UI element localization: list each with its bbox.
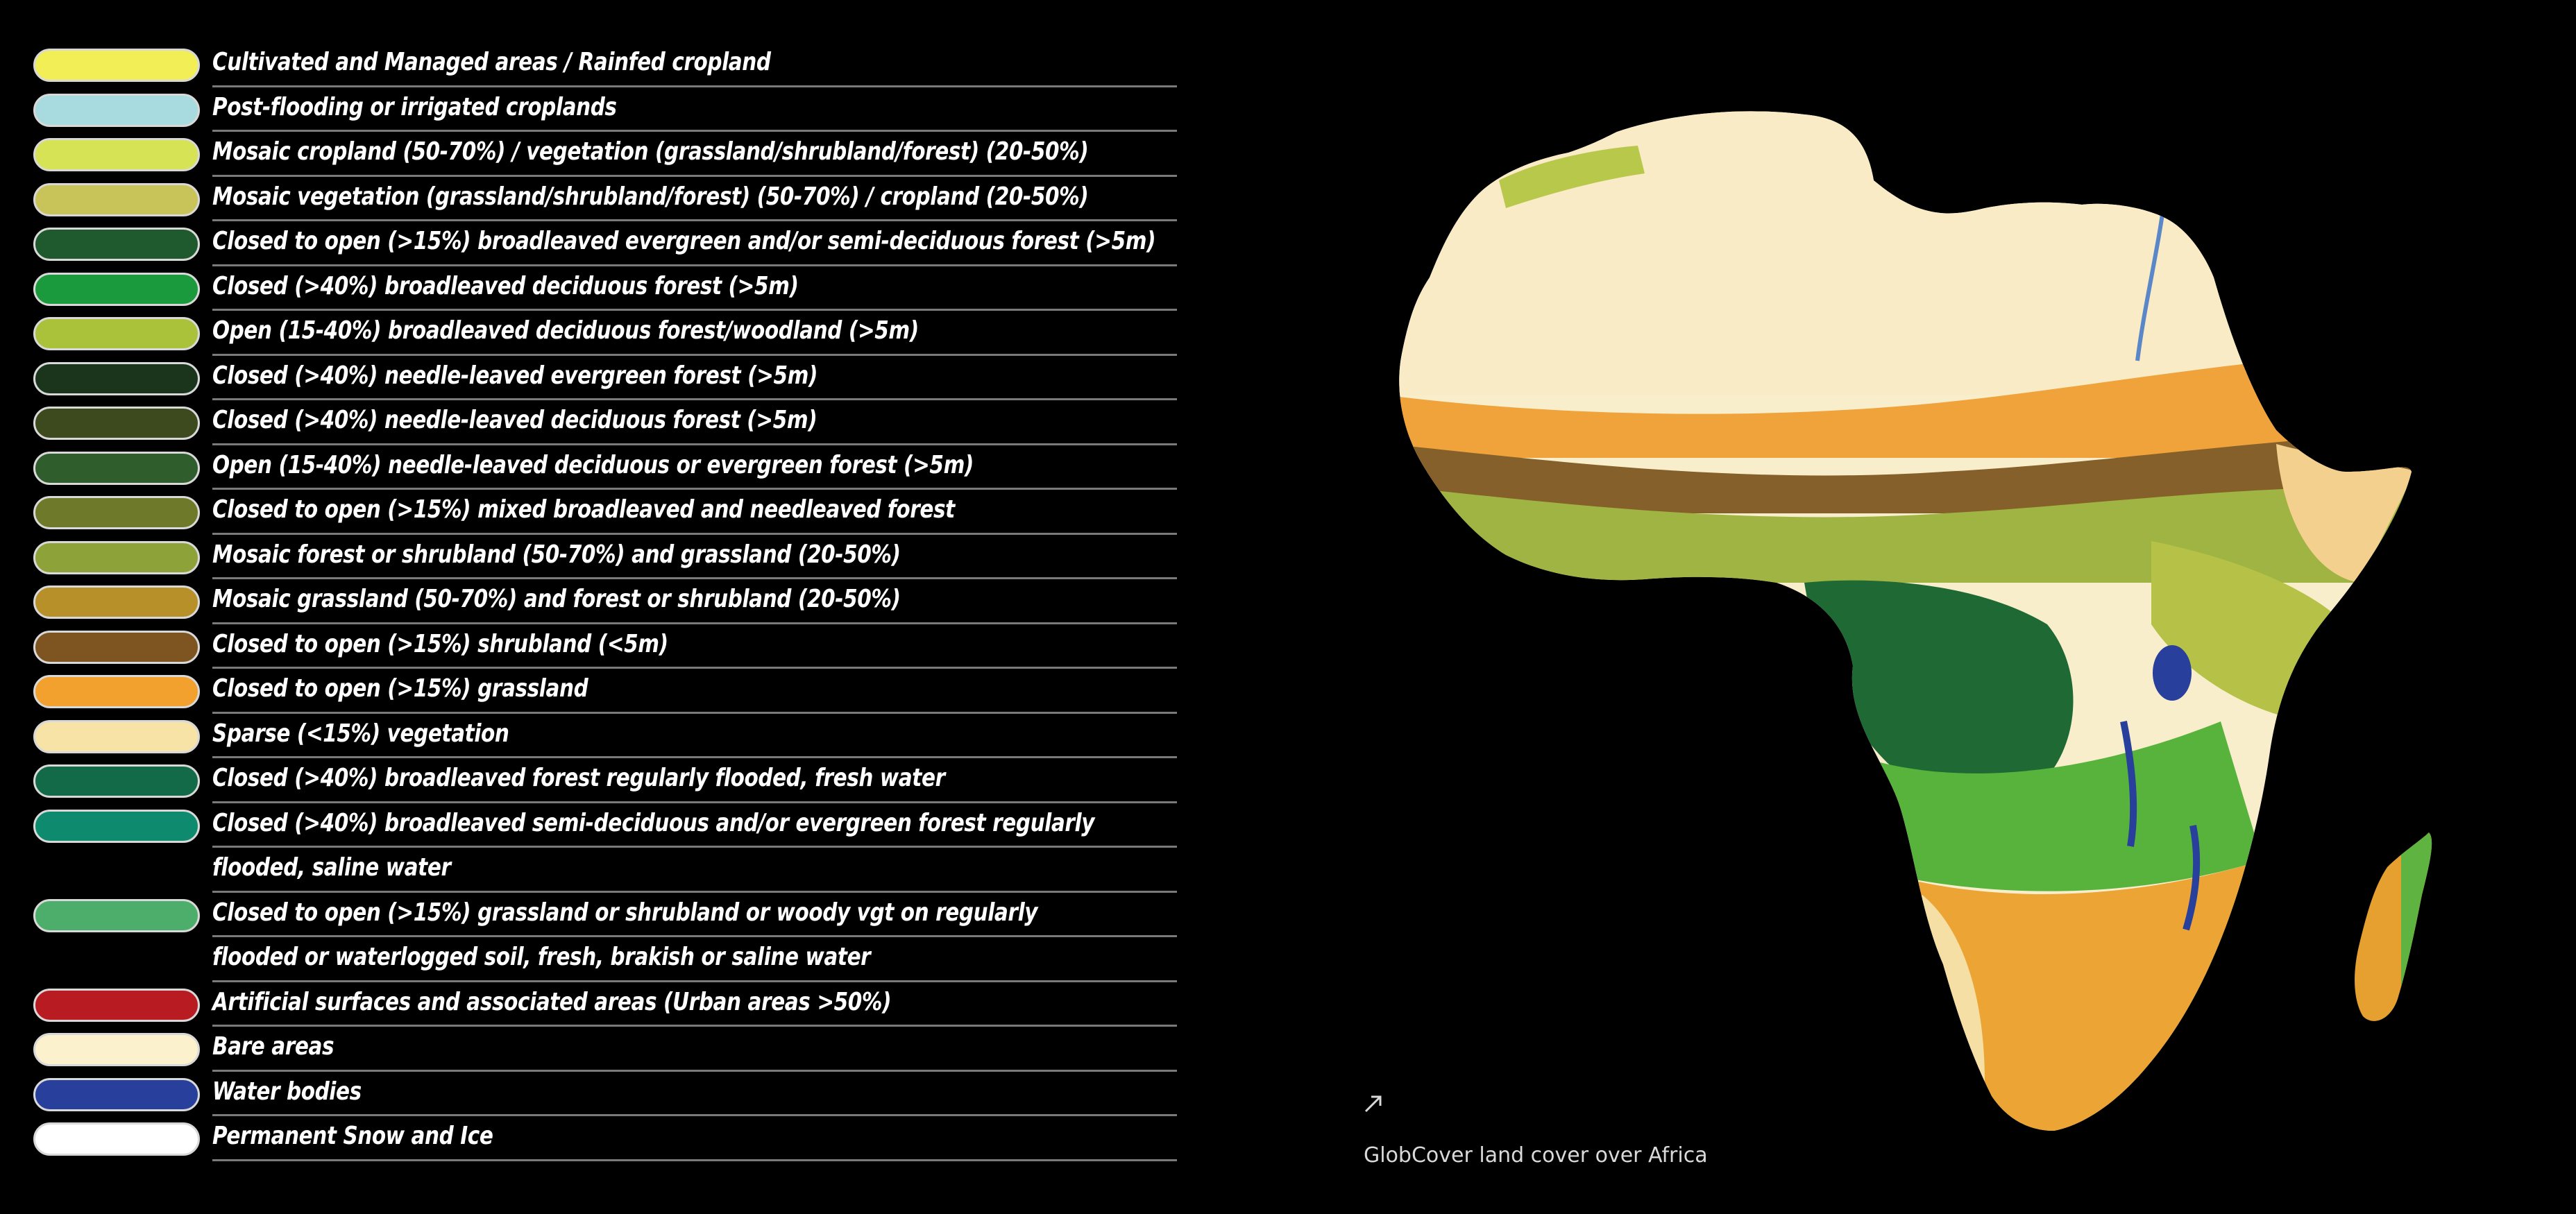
legend-swatch <box>33 496 200 529</box>
legend-divider <box>212 935 1177 937</box>
legend-divider <box>212 577 1177 579</box>
legend-label: Water bodies <box>212 1077 362 1106</box>
legend-swatch <box>33 988 200 1022</box>
legend-label: Open (15-40%) needle-leaved deciduous or… <box>212 450 974 479</box>
legend-entry: Mosaic cropland (50-70%) / vegetation (g… <box>33 132 1177 178</box>
legend-entry: Sparse (<15%) vegetation <box>33 715 1177 760</box>
legend-label: Closed (>40%) broadleaved forest regular… <box>212 764 945 792</box>
legend-label: Mosaic vegetation (grassland/shrubland/f… <box>212 182 1089 211</box>
legend-swatch <box>33 93 200 127</box>
legend-swatch <box>33 182 200 216</box>
legend-label: Closed to open (>15%) grassland <box>212 674 588 703</box>
legend-entry: Closed to open (>15%) mixed broadleaved … <box>33 490 1177 536</box>
legend-entry: Open (15-40%) broadleaved deciduous fore… <box>33 311 1177 357</box>
legend-label: Post-flooding or irrigated croplands <box>212 92 617 121</box>
legend-label: Closed to open (>15%) grassland or shrub… <box>212 898 1038 927</box>
legend-label: Closed (>40%) broadleaved semi-deciduous… <box>212 808 1095 837</box>
legend-label: Mosaic forest or shrubland (50-70%) and … <box>212 540 901 569</box>
legend-entry: Artificial surfaces and associated areas… <box>33 983 1177 1028</box>
legend-label: Closed to open (>15%) broadleaved evergr… <box>212 227 1156 255</box>
legend-entry: Closed (>40%) needle-leaved evergreen fo… <box>33 357 1177 402</box>
legend-divider <box>212 309 1177 311</box>
legend-label: Mosaic cropland (50-70%) / vegetation (g… <box>212 137 1089 166</box>
legend-swatch <box>33 675 200 708</box>
legend-swatch <box>33 361 200 395</box>
legend-swatch <box>33 719 200 753</box>
legend-divider <box>212 488 1177 490</box>
legend-entry: Closed (>40%) needle-leaved deciduous fo… <box>33 401 1177 446</box>
legend-divider <box>212 174 1177 177</box>
legend-label: Permanent Snow and Ice <box>212 1122 493 1150</box>
legend-divider <box>212 85 1177 87</box>
legend-swatch <box>33 809 200 843</box>
legend-label: flooded or waterlogged soil, fresh, brak… <box>212 943 871 971</box>
legend-entry: Closed (>40%) broadleaved forest regular… <box>33 759 1177 804</box>
legend-entry: Closed (>40%) broadleaved deciduous fore… <box>33 267 1177 312</box>
legend-divider <box>212 130 1177 132</box>
legend-divider <box>212 1025 1177 1027</box>
legend-label: Artificial surfaces and associated areas… <box>212 987 892 1016</box>
legend-divider <box>212 532 1177 535</box>
legend-divider <box>212 622 1177 624</box>
legend-entry: Open (15-40%) needle-leaved deciduous or… <box>33 446 1177 491</box>
legend-entry: Closed to open (>15%) grassland or shrub… <box>33 894 1177 983</box>
legend-label: Closed to open (>15%) shrubland (<5m) <box>212 629 668 658</box>
legend-label: Closed (>40%) broadleaved deciduous fore… <box>212 271 799 300</box>
africa-land-cover-map <box>1399 111 2432 1131</box>
legend-divider <box>212 219 1177 221</box>
legend-swatch <box>33 1122 200 1156</box>
legend-divider <box>212 846 1177 848</box>
legend-entry: Water bodies <box>33 1072 1177 1118</box>
legend-swatch <box>33 49 200 82</box>
legend-divider <box>212 711 1177 714</box>
legend-swatch <box>33 228 200 261</box>
legend-label: Cultivated and Managed areas / Rainfed c… <box>212 48 771 76</box>
legend-entry: Closed (>40%) broadleaved semi-deciduous… <box>33 804 1177 894</box>
legend-label: Mosaic grassland (50-70%) and forest or … <box>212 585 901 613</box>
legend-swatch <box>33 272 200 306</box>
legend-entry: Mosaic forest or shrubland (50-70%) and … <box>33 536 1177 581</box>
legend-entry: Mosaic grassland (50-70%) and forest or … <box>33 580 1177 625</box>
legend-swatch <box>33 540 200 574</box>
legend-divider <box>212 353 1177 356</box>
legend-swatch <box>33 630 200 664</box>
legend-divider <box>212 1159 1177 1161</box>
legend-divider <box>212 756 1177 758</box>
legend-entry: Bare areas <box>33 1027 1177 1072</box>
legend-divider <box>212 980 1177 982</box>
legend-divider <box>212 443 1177 445</box>
legend-divider <box>212 1069 1177 1072</box>
legend-label: Open (15-40%) broadleaved deciduous fore… <box>212 316 919 345</box>
legend-entry: Closed to open (>15%) broadleaved evergr… <box>33 222 1177 267</box>
map-caption: GlobCover land cover over Africa <box>1364 1143 1708 1168</box>
legend-divider <box>212 264 1177 266</box>
legend-label: Closed (>40%) needle-leaved deciduous fo… <box>212 406 817 434</box>
legend-swatch <box>33 1077 200 1111</box>
legend-label: flooded, saline water <box>212 853 451 882</box>
external-link-arrow-icon[interactable] <box>1362 1092 1385 1115</box>
legend-swatch <box>33 898 200 932</box>
legend-entry: Mosaic vegetation (grassland/shrubland/f… <box>33 178 1177 223</box>
legend-divider <box>212 667 1177 669</box>
legend-swatch <box>33 1033 200 1066</box>
legend-divider <box>212 1114 1177 1116</box>
legend-entry: Cultivated and Managed areas / Rainfed c… <box>33 43 1177 88</box>
legend-divider <box>212 398 1177 400</box>
legend-swatch <box>33 764 200 798</box>
legend-swatch <box>33 451 200 485</box>
legend-swatch <box>33 138 200 171</box>
legend-swatch <box>33 585 200 619</box>
legend-entry: Closed to open (>15%) shrubland (<5m) <box>33 625 1177 670</box>
legend-label: Closed (>40%) needle-leaved evergreen fo… <box>212 361 818 390</box>
legend-entry: Closed to open (>15%) grassland <box>33 669 1177 715</box>
legend-swatch <box>33 407 200 440</box>
legend-divider <box>212 890 1177 893</box>
legend-label: Bare areas <box>212 1032 334 1061</box>
legend-entry: Permanent Snow and Ice <box>33 1117 1177 1162</box>
legend-label: Closed to open (>15%) mixed broadleaved … <box>212 495 955 524</box>
legend-divider <box>212 801 1177 803</box>
legend-swatch <box>33 317 200 350</box>
legend-entry: Post-flooding or irrigated croplands <box>33 88 1177 133</box>
legend-label: Sparse (<15%) vegetation <box>212 719 509 748</box>
